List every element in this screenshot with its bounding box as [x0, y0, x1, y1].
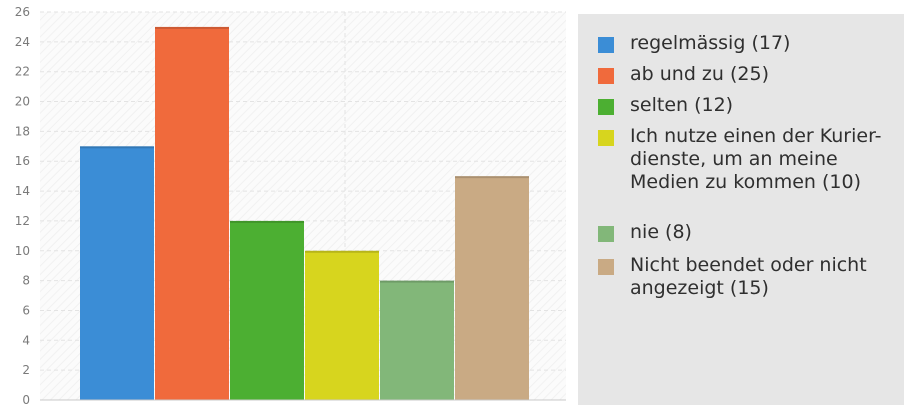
legend: regelmässig (17) ab und zu (25) selten (… [578, 14, 904, 405]
y-tick-label: 26 [15, 5, 30, 19]
bar-top-edge [155, 26, 229, 29]
legend-item: Nicht beendet oder nicht angezeigt (15) [598, 254, 900, 300]
y-tick-label: 0 [22, 393, 30, 405]
y-tick-label: 2 [22, 363, 30, 377]
legend-swatch [598, 99, 614, 115]
bar [155, 26, 229, 401]
legend-swatch [598, 226, 614, 242]
y-tick-label: 22 [15, 65, 30, 79]
legend-label: ab und zu (25) [630, 63, 769, 85]
legend-item: ab und zu (25) [598, 63, 900, 86]
bar-top-edge [380, 280, 454, 283]
bar-top-edge [230, 220, 304, 223]
y-tick-label: 8 [22, 274, 30, 288]
legend-item: Ich nutze einen der Kurier-dienste, um a… [598, 125, 900, 194]
legend-swatch [598, 68, 614, 84]
legend-label: Nicht beendet oder nicht angezeigt (15) [630, 254, 867, 299]
legend-label: Ich nutze einen der Kurier-dienste, um a… [630, 125, 882, 193]
legend-label: regelmässig (17) [630, 32, 791, 54]
y-tick-label: 4 [22, 333, 30, 347]
legend-swatch [598, 259, 614, 275]
legend-swatch [598, 130, 614, 146]
bar [230, 220, 304, 400]
y-tick-label: 20 [15, 95, 30, 109]
legend-label: nie (8) [630, 221, 692, 243]
legend-swatch [598, 37, 614, 53]
y-tick-label: 16 [15, 154, 30, 168]
y-tick-label: 14 [15, 184, 30, 198]
bars [80, 26, 529, 401]
bar-top-edge [455, 176, 529, 179]
y-tick-label: 12 [15, 214, 30, 228]
y-tick-label: 10 [15, 244, 30, 258]
bar-top-edge [80, 146, 154, 149]
legend-item: selten (12) [598, 94, 900, 117]
bar [80, 146, 154, 400]
bar [455, 176, 529, 400]
bar [305, 250, 379, 400]
bar [380, 280, 454, 400]
legend-label: selten (12) [630, 94, 734, 116]
y-tick-label: 6 [22, 303, 30, 317]
bar-top-edge [305, 250, 379, 253]
legend-item: regelmässig (17) [598, 32, 900, 55]
legend-item: nie (8) [598, 221, 900, 244]
y-tick-label: 24 [15, 35, 30, 49]
y-tick-label: 18 [15, 124, 30, 138]
